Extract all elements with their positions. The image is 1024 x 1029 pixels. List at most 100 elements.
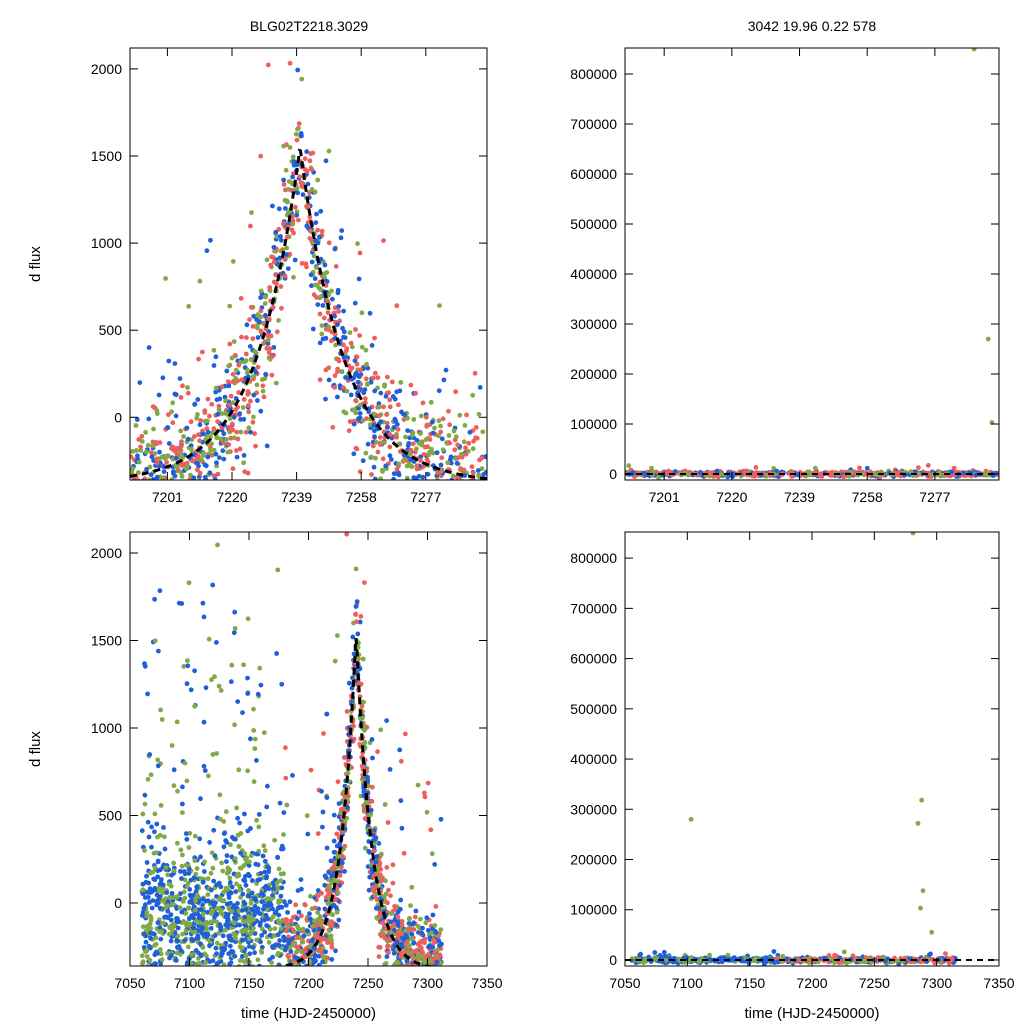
data-point-blue xyxy=(144,1019,149,1024)
data-point-green xyxy=(284,803,289,808)
data-point-red xyxy=(330,866,335,871)
data-point-blue xyxy=(438,991,443,996)
data-point-red xyxy=(287,970,292,975)
data-point-blue xyxy=(301,192,306,197)
data-point-red xyxy=(857,466,862,471)
data-point-green xyxy=(193,908,198,913)
data-point-green xyxy=(396,961,401,966)
data-point-red xyxy=(436,992,441,997)
data-point-green xyxy=(423,999,428,1004)
data-point-red xyxy=(309,768,314,773)
data-point-blue xyxy=(139,480,144,485)
data-point-red xyxy=(413,391,418,396)
data-point-blue xyxy=(412,1004,417,1009)
data-point-blue xyxy=(192,875,197,880)
data-point-blue xyxy=(157,450,162,455)
data-point-green xyxy=(185,779,190,784)
data-point-blue xyxy=(174,958,179,963)
data-point-blue xyxy=(384,976,389,981)
data-point-green xyxy=(185,658,190,663)
data-point-blue xyxy=(389,993,394,998)
data-point-red xyxy=(179,395,184,400)
data-point-red xyxy=(212,426,217,431)
data-point-blue xyxy=(398,480,403,485)
data-point-green xyxy=(449,501,454,506)
data-point-blue xyxy=(368,311,373,316)
data-point-green xyxy=(169,884,174,889)
data-point-red xyxy=(230,422,235,427)
data-point-red xyxy=(203,410,208,415)
data-point-blue xyxy=(397,988,402,993)
data-point-blue xyxy=(192,668,197,673)
data-point-red xyxy=(244,335,249,340)
data-point-red xyxy=(371,849,376,854)
data-point-green xyxy=(254,818,259,823)
data-point-red xyxy=(283,776,288,781)
data-point-green xyxy=(169,977,174,982)
data-point-blue xyxy=(183,938,188,943)
data-point-blue xyxy=(296,888,301,893)
data-point-green xyxy=(193,898,198,903)
data-point-blue xyxy=(417,1005,422,1010)
data-point-blue xyxy=(151,898,156,903)
data-point-green xyxy=(317,286,322,291)
data-point-blue xyxy=(391,394,396,399)
data-point-green xyxy=(170,743,175,748)
data-point-green xyxy=(206,892,211,897)
data-point-green xyxy=(402,967,407,972)
data-point-blue xyxy=(175,481,180,486)
data-point-blue xyxy=(214,990,219,995)
data-point-green xyxy=(458,496,463,501)
data-point-blue xyxy=(213,969,218,974)
data-point-blue xyxy=(265,784,270,789)
data-point-green xyxy=(247,860,252,865)
data-point-green xyxy=(419,443,424,448)
data-point-red xyxy=(189,519,194,524)
data-point-blue xyxy=(207,840,212,845)
data-point-green xyxy=(154,980,159,985)
data-point-red xyxy=(391,881,396,886)
data-point-green xyxy=(203,419,208,424)
data-point-green xyxy=(214,386,219,391)
data-point-blue xyxy=(206,430,211,435)
data-point-red xyxy=(409,383,414,388)
data-point-green xyxy=(193,930,198,935)
data-point-red xyxy=(195,467,200,472)
data-point-green xyxy=(210,850,215,855)
data-point-blue xyxy=(279,238,284,243)
data-point-green xyxy=(206,876,211,881)
data-point-red xyxy=(422,1007,427,1012)
data-point-blue xyxy=(321,810,326,815)
data-point-green xyxy=(192,704,197,709)
data-point-green xyxy=(175,515,180,520)
data-point-green xyxy=(419,991,424,996)
data-point-blue xyxy=(329,859,334,864)
data-point-red xyxy=(477,553,482,558)
data-point-red xyxy=(436,483,441,488)
data-point-red xyxy=(347,428,352,433)
data-point-blue xyxy=(372,465,377,470)
data-point-red xyxy=(414,513,419,518)
data-point-red xyxy=(266,63,271,68)
data-point-blue xyxy=(347,681,352,686)
data-point-blue xyxy=(476,468,481,473)
data-point-red xyxy=(199,498,204,503)
data-point-green xyxy=(143,430,148,435)
y-tick-label: 200000 xyxy=(570,366,617,382)
data-point-green xyxy=(314,265,319,270)
data-point-blue xyxy=(205,532,210,537)
data-point-blue xyxy=(150,998,155,1003)
data-point-blue xyxy=(389,457,394,462)
data-point-green xyxy=(424,437,429,442)
data-point-blue xyxy=(435,998,440,1003)
data-point-blue xyxy=(263,372,268,377)
data-point-red xyxy=(455,502,460,507)
data-point-green xyxy=(408,452,413,457)
data-point-blue xyxy=(208,982,213,987)
data-point-blue xyxy=(199,482,204,487)
data-point-red xyxy=(239,296,244,301)
data-point-green xyxy=(193,483,198,488)
data-point-green xyxy=(175,465,180,470)
data-point-red xyxy=(481,508,486,513)
data-point-blue xyxy=(244,907,249,912)
